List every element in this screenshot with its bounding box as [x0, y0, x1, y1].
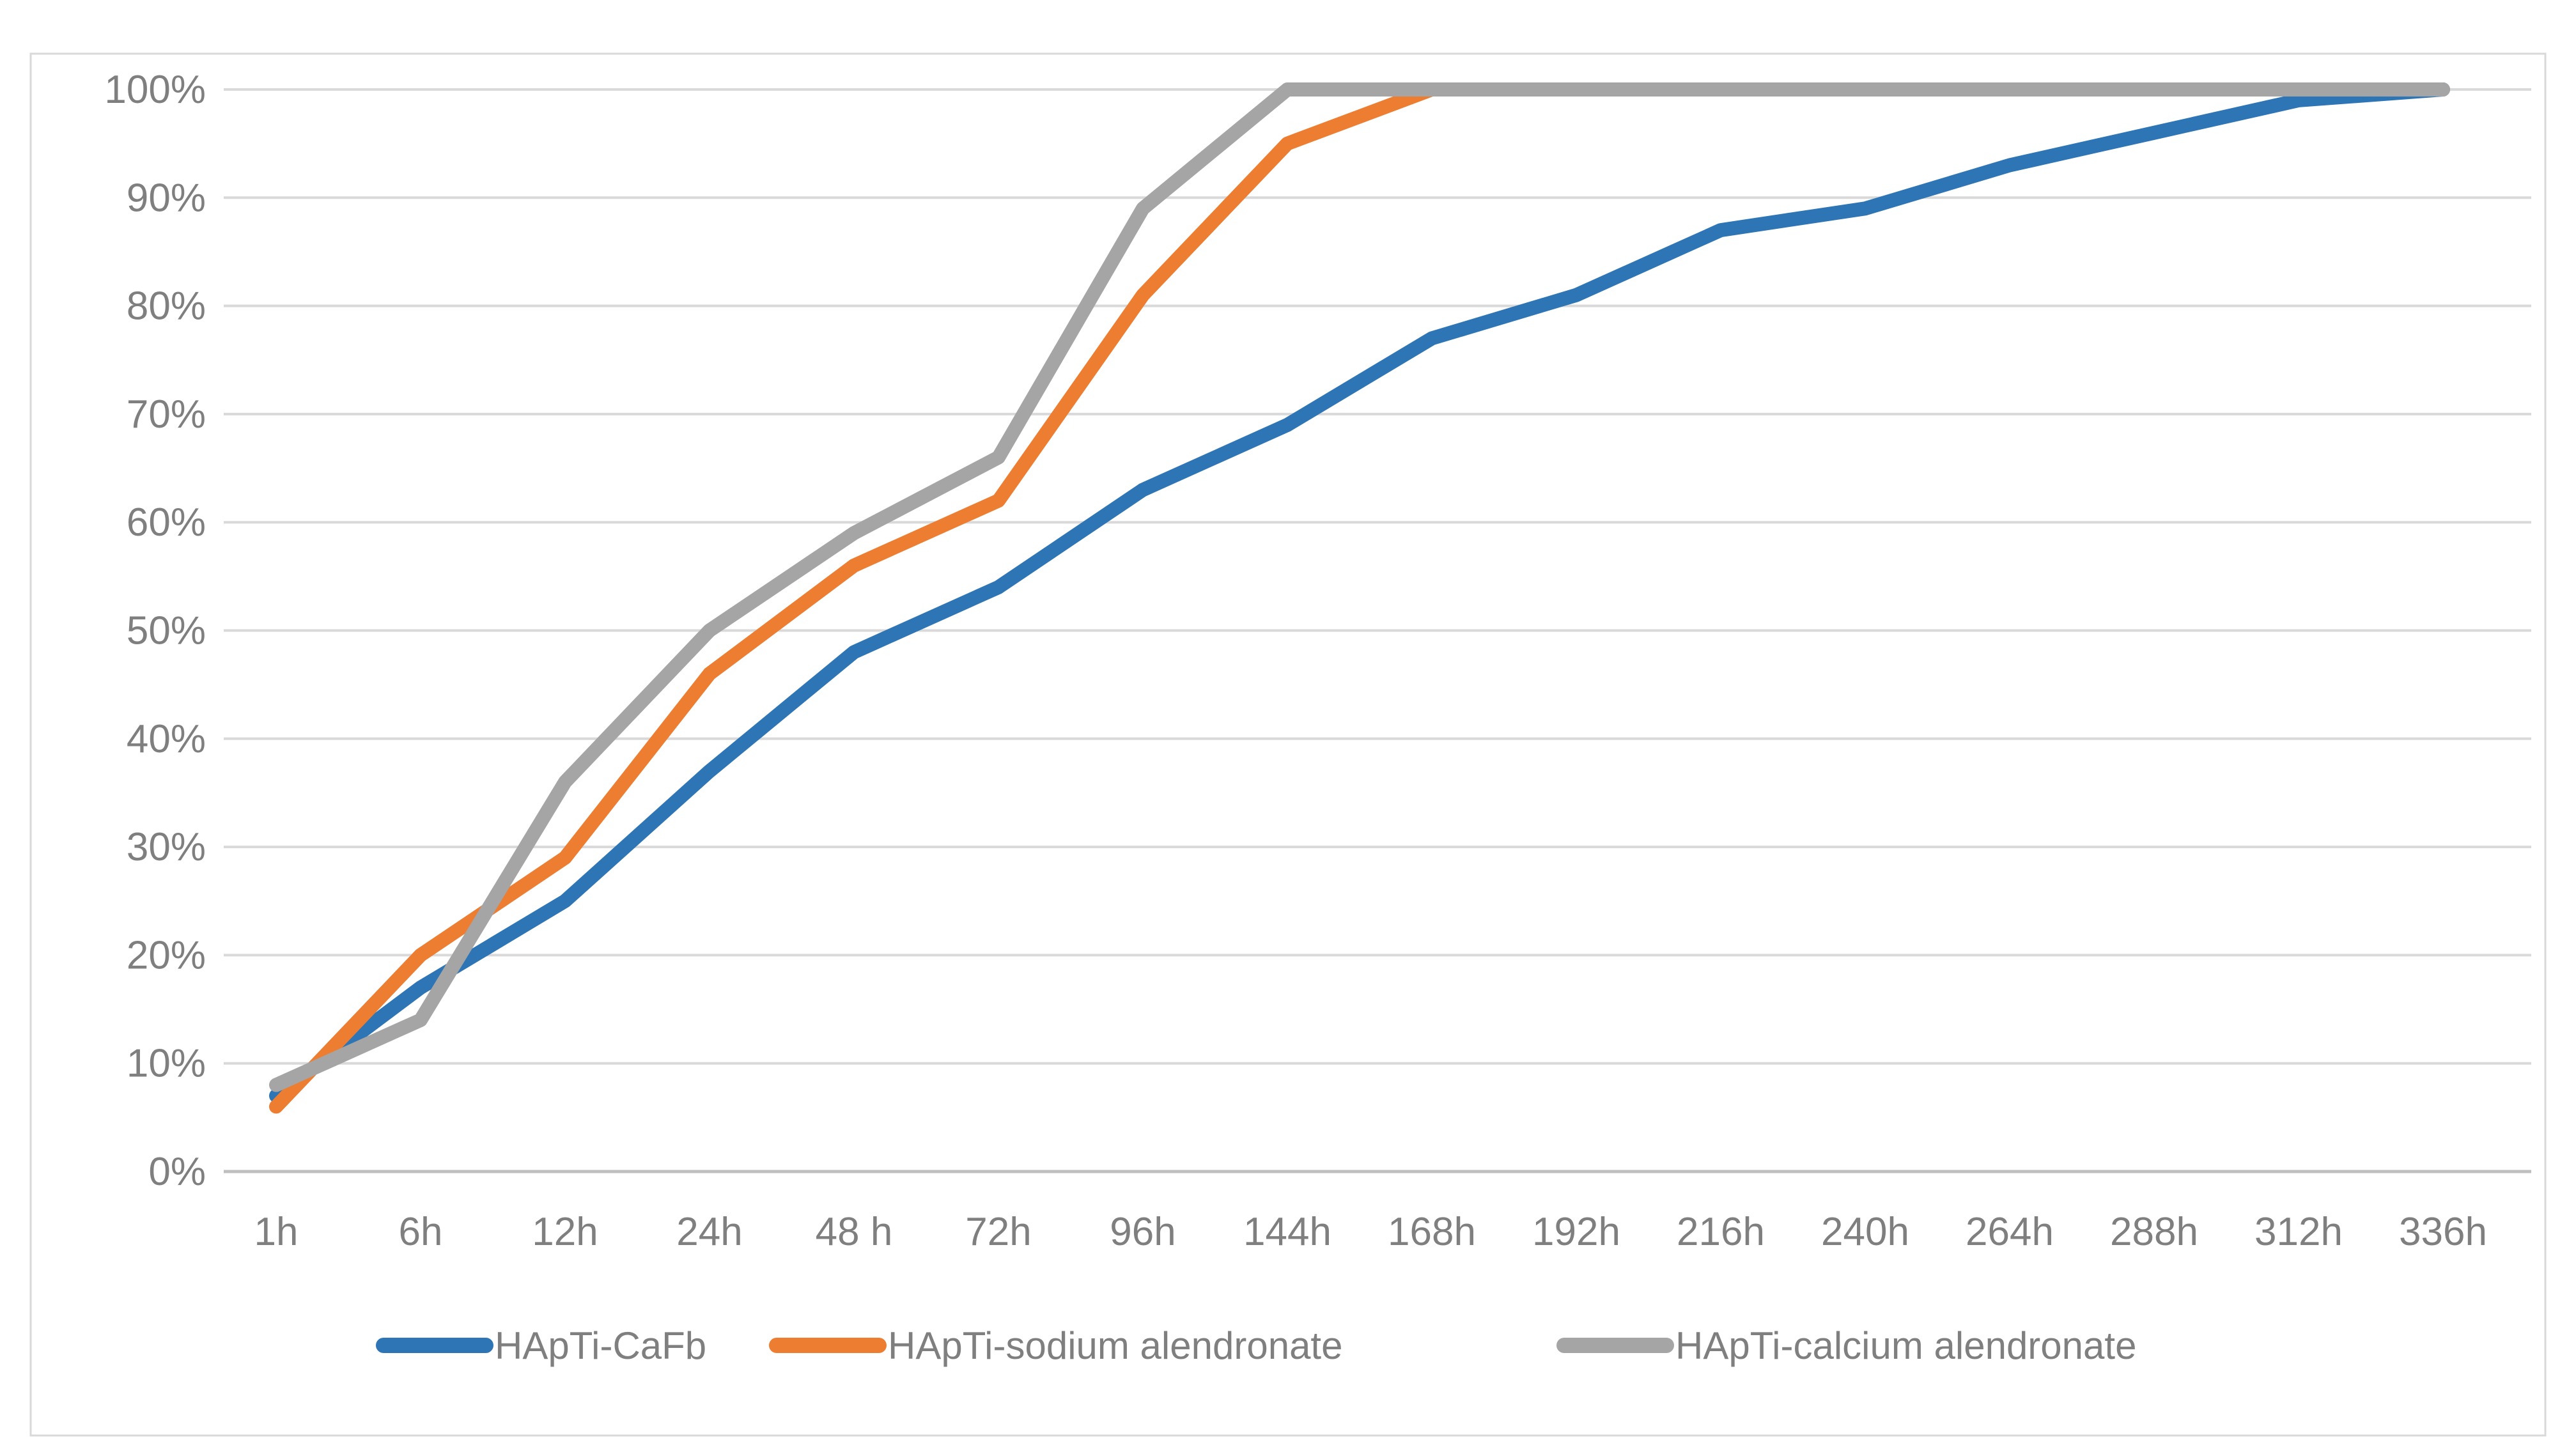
- series-line-hapti-sodium-alendronate: [269, 82, 1439, 1114]
- x-tick-label: 192h: [1532, 1210, 1620, 1254]
- y-tick-label: 60%: [127, 500, 206, 545]
- chart-border: [29, 52, 2547, 1437]
- x-tick-label: 6h: [399, 1210, 443, 1254]
- x-tick-label: 12h: [532, 1210, 598, 1254]
- series-line-hapti-cafb: [269, 82, 2450, 1103]
- series-lines: [269, 82, 2450, 1114]
- y-tick-label: 10%: [127, 1042, 206, 1086]
- x-tick-label: 48 h: [816, 1210, 893, 1254]
- y-tick-label: 80%: [127, 284, 206, 329]
- x-tick-label: 336h: [2399, 1210, 2487, 1254]
- y-tick-label: 70%: [127, 392, 206, 437]
- y-tick-label: 50%: [127, 609, 206, 653]
- x-tick-label: 96h: [1110, 1210, 1175, 1254]
- y-tick-label: 20%: [127, 933, 206, 977]
- x-tick-label: 1h: [254, 1210, 299, 1254]
- x-tick-label: 72h: [965, 1210, 1031, 1254]
- x-tick-label: 168h: [1388, 1210, 1476, 1254]
- x-axis-labels: 1h 6h 12h 24h 48 h 72h 96h 144h 168h 192h 216h 240h…: [254, 1210, 2487, 1254]
- x-tick-label: 216h: [1677, 1210, 1765, 1254]
- gridlines: [224, 88, 2531, 1173]
- x-tick-label: 312h: [2254, 1210, 2343, 1254]
- x-tick-label: 144h: [1243, 1210, 1331, 1254]
- legend-label-1: HApTi-CaFb: [495, 1324, 706, 1367]
- series-line-hapti-calcium-alendronate: [269, 82, 2450, 1092]
- x-tick-label: 24h: [676, 1210, 742, 1254]
- x-tick-label: 288h: [2110, 1210, 2198, 1254]
- y-tick-label: 90%: [127, 176, 206, 220]
- y-axis-labels: 0% 10% 20% 30% 40% 50% 60% 70% 80% 90% 100%: [104, 68, 206, 1194]
- x-tick-label: 240h: [1821, 1210, 1909, 1254]
- y-tick-label: 40%: [127, 717, 206, 761]
- y-tick-label: 30%: [127, 825, 206, 869]
- legend: HApTi-CaFb HApTi-sodium alendronate HApTi-…: [376, 1324, 2136, 1367]
- y-tick-label: 0%: [148, 1150, 206, 1194]
- x-tick-label: 264h: [1966, 1210, 2054, 1254]
- legend-label-2: HApTi-sodium alendronate: [888, 1324, 1342, 1367]
- legend-label-3: HApTi-calcium alendronate: [1675, 1324, 2136, 1367]
- y-tick-label: 100%: [104, 68, 206, 112]
